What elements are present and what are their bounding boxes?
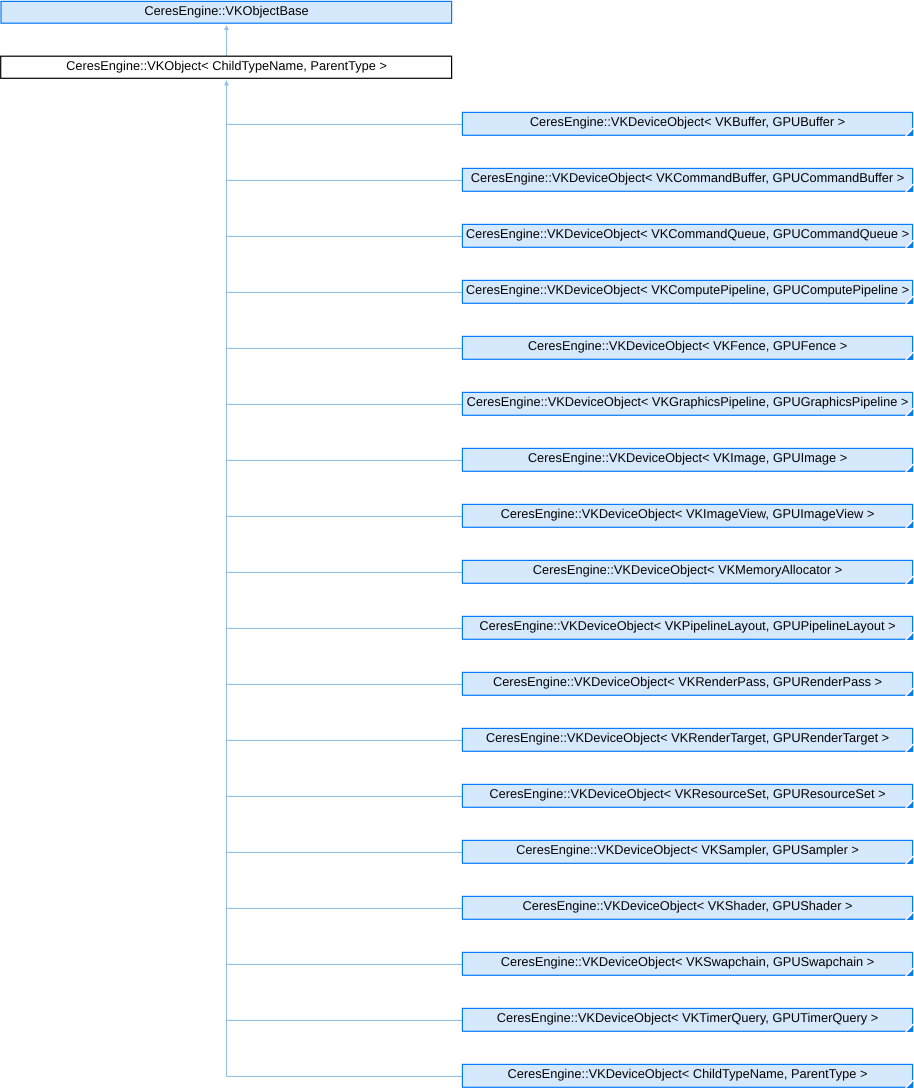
- svg-text:CeresEngine::VKObjectBase: CeresEngine::VKObjectBase: [144, 3, 308, 18]
- svg-text:CeresEngine::VKDeviceObject< V: CeresEngine::VKDeviceObject< VKSampler, …: [516, 842, 859, 857]
- svg-text:CeresEngine::VKDeviceObject< V: CeresEngine::VKDeviceObject< VKComputePi…: [466, 282, 909, 297]
- svg-text:CeresEngine::VKDeviceObject< V: CeresEngine::VKDeviceObject< VKFence, GP…: [528, 338, 847, 353]
- svg-text:CeresEngine::VKDeviceObject< C: CeresEngine::VKDeviceObject< ChildTypeNa…: [508, 1066, 868, 1081]
- svg-text:CeresEngine::VKDeviceObject< V: CeresEngine::VKDeviceObject< VKRenderTar…: [486, 730, 889, 745]
- svg-text:CeresEngine::VKDeviceObject< V: CeresEngine::VKDeviceObject< VKSwapchain…: [501, 954, 874, 969]
- svg-text:CeresEngine::VKDeviceObject< V: CeresEngine::VKDeviceObject< VKImageView…: [501, 506, 875, 521]
- svg-text:CeresEngine::VKDeviceObject< V: CeresEngine::VKDeviceObject< VKCommandQu…: [466, 226, 909, 241]
- svg-text:CeresEngine::VKDeviceObject< V: CeresEngine::VKDeviceObject< VKGraphicsP…: [467, 394, 909, 409]
- svg-text:CeresEngine::VKDeviceObject< V: CeresEngine::VKDeviceObject< VKRenderPas…: [493, 674, 882, 689]
- svg-text:CeresEngine::VKDeviceObject< V: CeresEngine::VKDeviceObject< VKPipelineL…: [479, 618, 895, 633]
- svg-text:CeresEngine::VKDeviceObject< V: CeresEngine::VKDeviceObject< VKMemoryAll…: [533, 562, 842, 577]
- svg-text:CeresEngine::VKDeviceObject< V: CeresEngine::VKDeviceObject< VKShader, G…: [522, 898, 852, 913]
- svg-text:CeresEngine::VKDeviceObject< V: CeresEngine::VKDeviceObject< VKCommandBu…: [471, 170, 904, 185]
- svg-text:CeresEngine::VKDeviceObject< V: CeresEngine::VKDeviceObject< VKBuffer, G…: [530, 114, 845, 129]
- svg-text:CeresEngine::VKObject< ChildTy: CeresEngine::VKObject< ChildTypeName, Pa…: [66, 58, 387, 73]
- svg-text:CeresEngine::VKDeviceObject< V: CeresEngine::VKDeviceObject< VKImage, GP…: [528, 450, 847, 465]
- svg-text:CeresEngine::VKDeviceObject< V: CeresEngine::VKDeviceObject< VKTimerQuer…: [497, 1010, 878, 1025]
- svg-text:CeresEngine::VKDeviceObject< V: CeresEngine::VKDeviceObject< VKResourceS…: [489, 786, 885, 801]
